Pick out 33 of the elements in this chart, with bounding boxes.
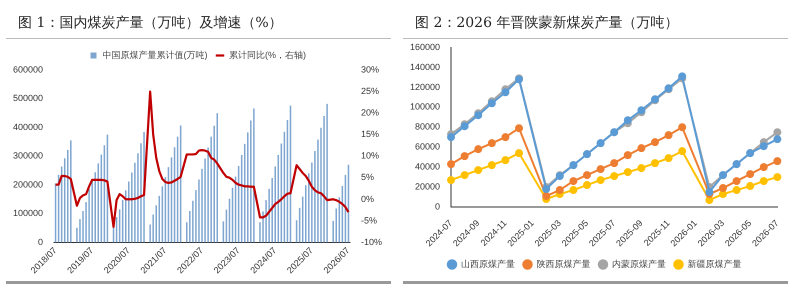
y2-tick-label: 5% bbox=[360, 172, 374, 182]
y2-tick-label: 30% bbox=[360, 64, 380, 74]
chart-title: 图 2：2026 年晋陕蒙新煤炭产量（万吨） bbox=[403, 0, 788, 39]
y-tick-label: 40000 bbox=[415, 162, 440, 172]
y-tick-label: 100000 bbox=[410, 102, 440, 112]
y-tick-label: 0 bbox=[435, 201, 440, 212]
y-tick-label: 500000 bbox=[12, 93, 44, 104]
chart-title: 图 1：国内煤炭产量（万吨）及增速（%） bbox=[6, 0, 391, 39]
legend-label: 山西原煤产量 bbox=[461, 258, 515, 269]
y-tick-label: 100000 bbox=[12, 208, 44, 218]
legend-label: 内蒙原煤产量 bbox=[612, 258, 666, 269]
y-tick-label: 80000 bbox=[415, 122, 440, 132]
y-tick-label: 200000 bbox=[12, 179, 44, 190]
legend-label: 陕西原煤产量 bbox=[536, 258, 590, 269]
y2-tick-label: 25% bbox=[360, 86, 380, 96]
y-tick-label: 120000 bbox=[410, 82, 440, 92]
y2-tick-label: -10% bbox=[360, 236, 382, 247]
y-tick-label: 140000 bbox=[410, 62, 440, 72]
y-tick-label: 0 bbox=[38, 236, 44, 247]
legend-label: 累计同比(%，右轴) bbox=[229, 50, 306, 60]
legend-label: 中国原煤产量累计值(万吨) bbox=[102, 50, 208, 60]
legend-label: 新疆原煤产量 bbox=[688, 258, 742, 269]
y2-tick-label: 15% bbox=[360, 129, 380, 140]
y-tick-label: 60000 bbox=[415, 142, 440, 152]
y-tick-label: 160000 bbox=[410, 42, 440, 52]
y2-tick-label: 0% bbox=[360, 194, 374, 204]
y-tick-label: 20000 bbox=[415, 182, 440, 192]
y-tick-label: 400000 bbox=[12, 122, 44, 132]
y2-tick-label: 20% bbox=[360, 108, 380, 118]
y2-tick-label: 10% bbox=[360, 150, 380, 161]
y2-tick-label: -5% bbox=[360, 215, 378, 226]
y-tick-label: 300000 bbox=[12, 150, 44, 161]
y-tick-label: 600000 bbox=[12, 64, 44, 74]
